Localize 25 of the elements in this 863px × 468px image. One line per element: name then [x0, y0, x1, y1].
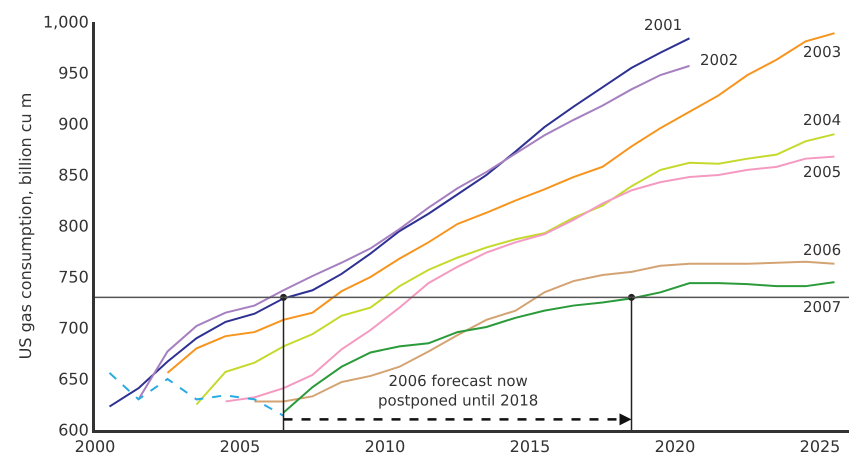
- line-series: [108, 372, 284, 417]
- y-tick-label: 700: [58, 318, 89, 338]
- series-label: 2007: [803, 298, 842, 316]
- series-label: 2005: [803, 163, 842, 181]
- series-label: 2002: [700, 51, 738, 69]
- x-tick-label: 2020: [654, 437, 696, 456]
- series-label: 2001: [644, 16, 682, 34]
- x-tick-label: 2000: [74, 437, 116, 456]
- y-tick-label: 800: [58, 216, 89, 236]
- y-tick-label: 650: [58, 370, 89, 389]
- annotation: 2006 forecast now postponed until 2018: [378, 372, 538, 410]
- series-label: 2003: [803, 43, 842, 61]
- series-label: 2006: [803, 241, 842, 259]
- x-tick-label: 2015: [510, 437, 550, 456]
- y-tick-label: 1,000: [42, 12, 89, 32]
- series-label: 2004: [803, 111, 842, 129]
- x-tick-label: 2010: [364, 437, 406, 456]
- y-axis-title: US gas consumption, billion cu m: [16, 92, 35, 360]
- x-tick-label: 2025: [800, 437, 840, 456]
- y-tick-label: 900: [58, 114, 89, 134]
- x-tick-label: 2005: [220, 437, 260, 456]
- y-tick-label: 600: [58, 420, 89, 440]
- y-tick-label: 950: [58, 64, 89, 83]
- y-tick-label: 850: [58, 166, 89, 185]
- y-tick-label: 750: [58, 268, 89, 287]
